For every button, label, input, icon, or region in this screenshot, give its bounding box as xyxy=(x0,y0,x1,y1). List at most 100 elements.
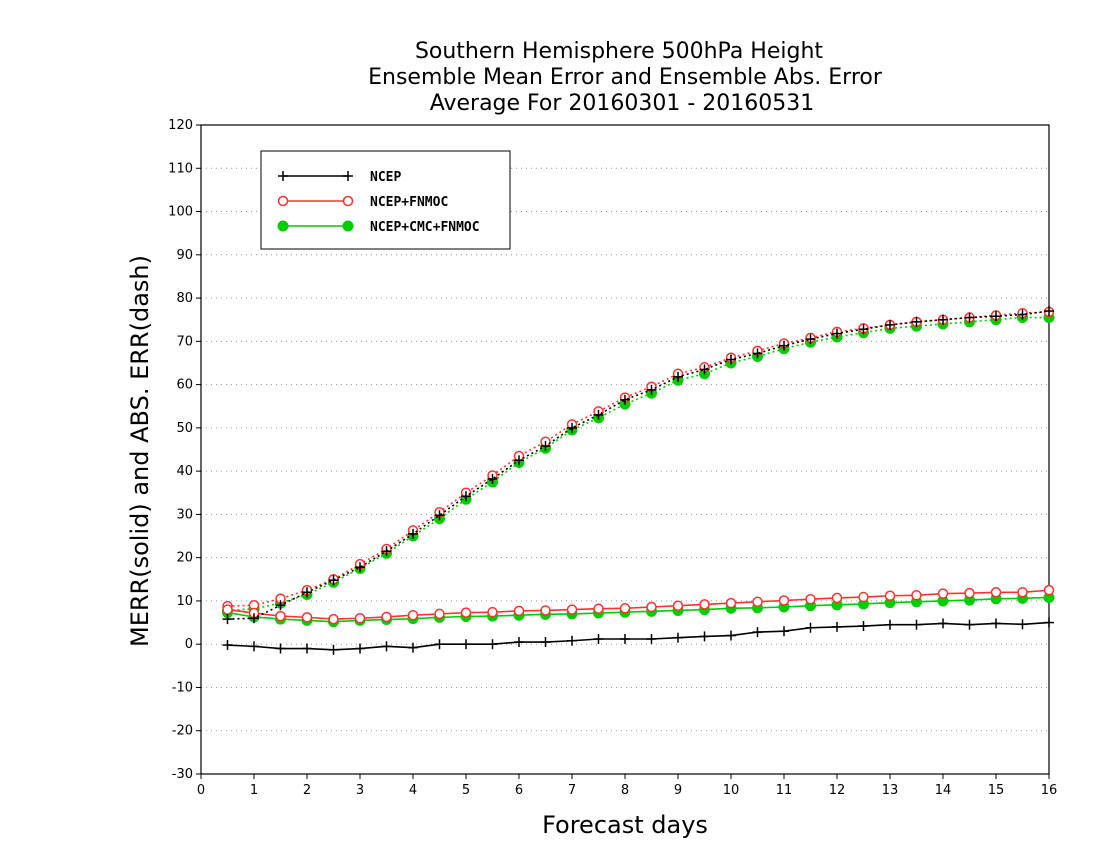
abs-err-point xyxy=(911,316,922,327)
merr-point xyxy=(222,640,233,651)
merr-point xyxy=(513,605,525,617)
y-tick-label: -30 xyxy=(172,767,193,782)
merr-point xyxy=(778,595,790,606)
x-tick-label: 3 xyxy=(356,783,364,798)
abs-err-point xyxy=(540,441,551,452)
merr-point xyxy=(540,637,551,648)
y-tick-label: 70 xyxy=(176,334,193,349)
abs-err-point xyxy=(1044,306,1054,317)
y-tick-label: 30 xyxy=(176,507,193,522)
chart-title-line-2: Ensemble Mean Error and Ensemble Abs. Er… xyxy=(368,65,883,90)
merr-point xyxy=(672,600,684,611)
merr-point xyxy=(567,635,577,646)
merr-point xyxy=(725,597,737,609)
merr-point xyxy=(328,644,339,655)
merr-point xyxy=(381,641,392,652)
abs-err-point xyxy=(381,546,392,557)
merr-point xyxy=(699,631,710,642)
abs-err-point xyxy=(726,354,736,365)
merr-point xyxy=(487,639,498,650)
x-tick-label: 15 xyxy=(988,783,1005,798)
series-ncep-fnmoc xyxy=(222,306,1055,625)
y-tick-label: 120 xyxy=(168,118,193,133)
abs-err-point xyxy=(487,473,498,484)
merr-point xyxy=(646,634,657,645)
merr-point xyxy=(461,639,471,650)
merr-point xyxy=(832,621,842,632)
merr-point xyxy=(1044,617,1054,628)
merr-point xyxy=(831,592,843,604)
y-tick-label: 40 xyxy=(176,464,193,479)
merr-point xyxy=(858,621,869,632)
merr-point xyxy=(885,619,895,630)
x-tick-label: 10 xyxy=(723,783,740,798)
legend-marker xyxy=(277,220,289,232)
y-tick-label: 60 xyxy=(176,378,193,393)
x-tick-label: 2 xyxy=(303,783,311,798)
y-tick-label: 90 xyxy=(176,248,193,263)
merr-point xyxy=(938,618,948,629)
legend-label: NCEP xyxy=(370,170,401,185)
abs-err-point xyxy=(222,614,233,625)
x-tick-label: 9 xyxy=(674,783,682,798)
abs-err-point xyxy=(593,409,604,420)
x-tick-label: 6 xyxy=(515,783,523,798)
y-tick-label: 100 xyxy=(168,205,193,220)
gridlines xyxy=(201,167,1049,732)
abs-err-point xyxy=(567,422,577,433)
legend-label: NCEP+CMC+FNMOC xyxy=(370,220,480,235)
merr-point xyxy=(752,627,763,638)
x-tick-label: 16 xyxy=(1041,783,1058,798)
merr-point xyxy=(301,612,313,623)
x-tick-label: 7 xyxy=(568,783,576,798)
legend-marker xyxy=(343,171,353,181)
y-tick-label: 110 xyxy=(168,161,193,176)
abs-err-point xyxy=(699,364,710,375)
merr-line xyxy=(227,621,1050,651)
abs-err-point xyxy=(249,613,259,624)
abs-err-point xyxy=(646,384,657,395)
merr-point xyxy=(275,610,286,622)
merr-point xyxy=(990,587,1002,598)
x-tick-label: 11 xyxy=(776,783,793,798)
abs-err-point xyxy=(434,510,445,521)
merr-point xyxy=(1017,619,1028,630)
legend-marker xyxy=(342,220,354,232)
merr-point xyxy=(593,634,604,645)
merr-point xyxy=(619,603,631,614)
merr-point xyxy=(434,639,445,650)
abs-err-point xyxy=(408,528,418,539)
x-tick-label: 12 xyxy=(829,783,846,798)
abs-err-point xyxy=(858,324,869,335)
abs-err-point xyxy=(302,587,312,598)
merr-point xyxy=(699,599,710,610)
merr-point xyxy=(805,593,816,605)
x-axis-label: Forecast days xyxy=(542,811,708,839)
merr-point xyxy=(302,643,312,654)
merr-point xyxy=(460,607,472,618)
x-tick-label: 0 xyxy=(197,783,205,798)
merr-point xyxy=(1017,587,1028,598)
merr-point xyxy=(514,637,524,648)
legend-label: NCEP+FNMOC xyxy=(370,195,448,210)
merr-point xyxy=(487,606,498,618)
legend-marker xyxy=(277,195,289,207)
merr-point xyxy=(911,619,922,630)
merr-point xyxy=(779,626,789,637)
y-axis: -30 -20 -10 0 10 20 30 40 50 60 70 80 90 100 110 120 xyxy=(168,118,201,782)
merr-point xyxy=(964,587,975,599)
abs-err-point xyxy=(752,348,763,359)
x-tick-label: 5 xyxy=(462,783,470,798)
abs-err-point xyxy=(964,312,975,323)
abs-err-point xyxy=(461,491,471,502)
merr-point xyxy=(858,591,869,603)
merr-point xyxy=(726,630,736,641)
chart-title-line-1: Southern Hemisphere 500hPa Height xyxy=(415,39,823,64)
merr-point xyxy=(249,641,259,652)
plot-frame xyxy=(200,124,1050,775)
merr-point xyxy=(434,608,445,620)
abs-err-line xyxy=(227,311,1050,607)
merr-point xyxy=(911,590,922,601)
x-tick-label: 4 xyxy=(409,783,417,798)
y-tick-label: 80 xyxy=(176,291,193,306)
